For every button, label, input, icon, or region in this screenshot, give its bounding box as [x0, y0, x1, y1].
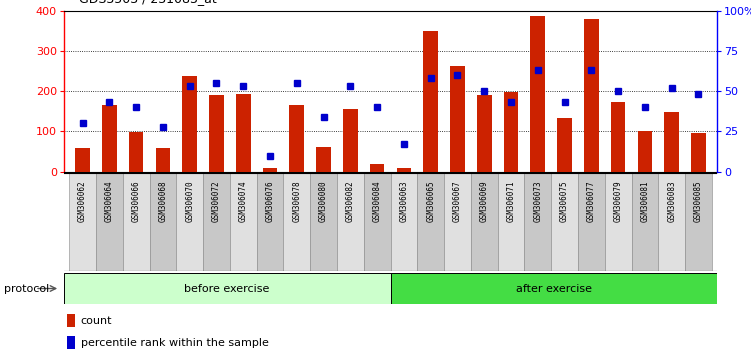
Bar — [310, 173, 337, 271]
Text: GSM306062: GSM306062 — [78, 180, 87, 222]
Bar — [75, 148, 90, 172]
Bar — [605, 173, 632, 271]
Text: GSM306073: GSM306073 — [533, 180, 542, 222]
Text: GSM306085: GSM306085 — [694, 180, 703, 222]
Bar — [369, 165, 385, 172]
Text: GSM306072: GSM306072 — [212, 180, 221, 222]
Bar — [450, 66, 465, 172]
Bar — [578, 173, 605, 271]
Text: count: count — [80, 315, 112, 326]
Text: GSM306083: GSM306083 — [667, 180, 676, 222]
Text: GSM306075: GSM306075 — [560, 180, 569, 222]
Text: GSM306065: GSM306065 — [426, 180, 435, 222]
Text: GSM306084: GSM306084 — [372, 180, 382, 222]
Bar — [611, 102, 626, 172]
Bar — [584, 19, 599, 172]
Text: percentile rank within the sample: percentile rank within the sample — [80, 337, 269, 348]
Bar — [263, 168, 277, 172]
Text: GSM306063: GSM306063 — [400, 180, 409, 222]
Bar — [504, 92, 518, 172]
Bar — [638, 131, 653, 172]
Bar — [471, 173, 498, 271]
Bar — [155, 148, 170, 172]
Bar — [96, 173, 122, 271]
Bar — [343, 109, 357, 172]
Bar — [477, 95, 492, 172]
Bar — [691, 133, 706, 172]
Text: GSM306076: GSM306076 — [266, 180, 275, 222]
Text: before exercise: before exercise — [185, 284, 270, 293]
Bar — [316, 147, 331, 172]
Bar — [337, 173, 363, 271]
Bar — [182, 76, 197, 172]
Text: GSM306082: GSM306082 — [346, 180, 355, 222]
Bar — [685, 173, 712, 271]
Text: GSM306067: GSM306067 — [453, 180, 462, 222]
Bar — [530, 16, 545, 172]
Text: GSM306081: GSM306081 — [641, 180, 650, 222]
Bar — [659, 173, 685, 271]
Bar — [128, 132, 143, 172]
Bar — [209, 95, 224, 172]
Text: GSM306079: GSM306079 — [614, 180, 623, 222]
Bar — [68, 336, 75, 349]
Text: GSM306068: GSM306068 — [158, 180, 167, 222]
Text: GSM306074: GSM306074 — [239, 180, 248, 222]
Bar — [283, 173, 310, 271]
Text: GSM306077: GSM306077 — [587, 180, 596, 222]
Bar — [102, 105, 116, 172]
Bar — [424, 31, 438, 172]
Bar — [69, 173, 96, 271]
Bar — [444, 173, 471, 271]
Bar — [149, 173, 176, 271]
Text: after exercise: after exercise — [516, 284, 592, 293]
Bar — [524, 173, 551, 271]
Bar — [557, 118, 572, 172]
Bar — [203, 173, 230, 271]
Bar — [397, 168, 412, 172]
Bar — [391, 173, 418, 271]
Bar — [64, 273, 391, 304]
Text: GDS3503 / 231083_at: GDS3503 / 231083_at — [79, 0, 216, 5]
Bar — [236, 94, 251, 172]
Bar — [363, 173, 391, 271]
Bar — [68, 314, 75, 327]
Bar — [257, 173, 283, 271]
Text: GSM306064: GSM306064 — [105, 180, 114, 222]
Text: GSM306080: GSM306080 — [319, 180, 328, 222]
Bar — [632, 173, 659, 271]
Text: GSM306070: GSM306070 — [185, 180, 195, 222]
Bar — [391, 273, 717, 304]
Text: GSM306078: GSM306078 — [292, 180, 301, 222]
Bar — [498, 173, 524, 271]
Bar — [665, 112, 679, 172]
Text: GSM306071: GSM306071 — [506, 180, 515, 222]
Text: GSM306066: GSM306066 — [131, 180, 140, 222]
Text: GSM306069: GSM306069 — [480, 180, 489, 222]
Bar — [122, 173, 149, 271]
Bar — [176, 173, 203, 271]
Bar — [230, 173, 257, 271]
Bar — [418, 173, 444, 271]
Bar — [551, 173, 578, 271]
Bar — [289, 105, 304, 172]
Text: protocol: protocol — [4, 284, 49, 293]
